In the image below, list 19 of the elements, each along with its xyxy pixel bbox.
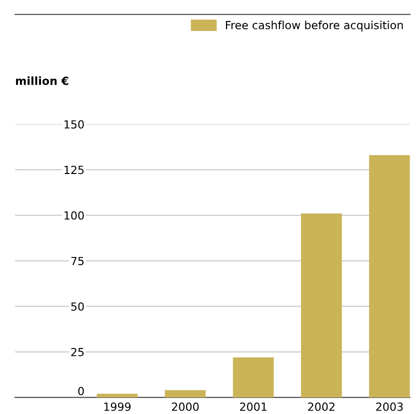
y-tick-label: 50: [71, 302, 84, 311]
x-tick-label: 2003: [376, 402, 403, 411]
bar: [232, 357, 274, 398]
bar: [96, 394, 138, 398]
y-tick-label: 150: [64, 120, 84, 129]
x-tick-label: 2002: [308, 402, 334, 411]
bar: [301, 213, 342, 398]
x-tick-label: 2001: [240, 402, 266, 411]
y-tick-label: 0: [78, 386, 84, 396]
y-tick-label: 100: [64, 211, 84, 220]
y-tick-label: 125: [64, 166, 84, 174]
y-axis-title: million €: [16, 76, 68, 86]
bar: [164, 390, 206, 398]
y-tick-label: 75: [71, 256, 84, 266]
y-tick-label: 25: [71, 348, 84, 356]
x-tick-label: 2000: [172, 402, 199, 411]
x-tick-label: 1999: [104, 402, 131, 411]
legend-label: Free cashflow before acquisition: [226, 20, 403, 32]
bar: [369, 155, 410, 398]
